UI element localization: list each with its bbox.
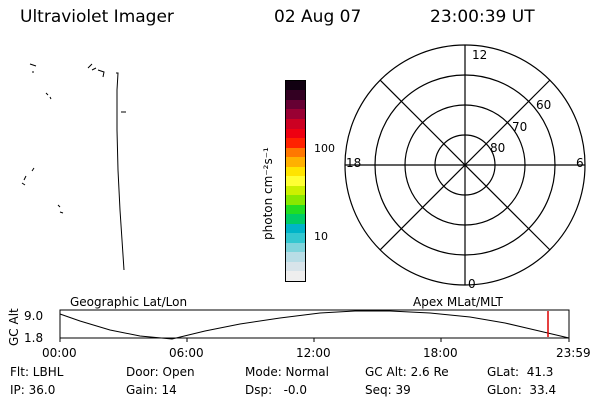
colorbar-segment xyxy=(286,138,305,148)
colorbar-segment xyxy=(286,147,305,158)
lat-label-70: 70 xyxy=(512,120,528,134)
mlt-label-6: 6 xyxy=(576,156,584,170)
colorbar-segment xyxy=(286,223,305,234)
coastline-outline xyxy=(21,63,126,271)
mlt-label-12: 12 xyxy=(472,48,488,62)
colorbar-segment xyxy=(286,233,305,243)
track-x-tick-1: 06:00 xyxy=(169,346,204,360)
colorbar-segment xyxy=(286,128,305,139)
colorbar-segment xyxy=(286,80,305,91)
colorbar-segment xyxy=(286,242,305,253)
track-x-tick-2: 12:00 xyxy=(296,346,331,360)
altitude-curve xyxy=(59,310,570,340)
colorbar-segment xyxy=(286,261,305,272)
track-x-tick-0: 00:00 xyxy=(42,346,77,360)
ip-value: IP: 36.0 xyxy=(10,383,56,397)
colorbar-segment xyxy=(286,176,305,186)
colorbar-segment xyxy=(286,99,305,110)
lat-label-80: 80 xyxy=(490,141,506,155)
instrument-title: Ultraviolet Imager xyxy=(20,7,174,27)
colorbar-segment xyxy=(286,118,305,129)
colorbar-segment xyxy=(286,271,305,281)
colorbar-segment xyxy=(286,204,305,215)
colorbar-segment xyxy=(286,185,305,196)
glat-value: GLat: 41.3 xyxy=(487,365,554,379)
glon-value: GLon: 33.4 xyxy=(487,383,557,397)
date-label: 02 Aug 07 xyxy=(274,7,362,27)
colorbar-segment xyxy=(286,195,305,205)
colorbar-segment xyxy=(286,109,305,119)
track-plot-frame xyxy=(59,309,570,339)
gc-alt-value: GC Alt: 2.6 Re xyxy=(365,365,449,379)
track-x-tick-4: 23:59 xyxy=(556,346,591,360)
lat-label-60: 60 xyxy=(536,98,552,112)
track-right-title: Apex MLat/MLT xyxy=(413,295,503,309)
track-x-tick-3: 18:00 xyxy=(423,346,458,360)
track-y-tick-high: 9.0 xyxy=(24,309,44,323)
filter-value: Flt: LBHL xyxy=(10,365,64,379)
colorbar-segment xyxy=(286,157,305,167)
colorbar-segment xyxy=(286,90,305,100)
dsp-value: Dsp: -0.0 xyxy=(245,383,308,397)
track-left-title: Geographic Lat/Lon xyxy=(70,295,188,309)
mlt-label-0: 0 xyxy=(468,277,476,291)
colorbar-tick-10: 10 xyxy=(314,230,328,243)
polar-diagonal-2 xyxy=(379,79,551,251)
colorbar-segment xyxy=(286,252,305,262)
colorbar-segment xyxy=(286,166,305,177)
mode-value: Mode: Normal xyxy=(245,365,329,379)
colorbar xyxy=(285,80,306,282)
gain-value: Gain: 14 xyxy=(126,383,177,397)
colorbar-segment xyxy=(286,214,305,224)
colorbar-tick-100: 100 xyxy=(314,142,335,155)
door-value: Door: Open xyxy=(126,365,195,379)
time-label: 23:00:39 UT xyxy=(430,7,535,27)
seq-value: Seq: 39 xyxy=(365,383,411,397)
mlt-label-18: 18 xyxy=(346,156,362,170)
track-y-tick-low: 1.8 xyxy=(24,331,44,345)
